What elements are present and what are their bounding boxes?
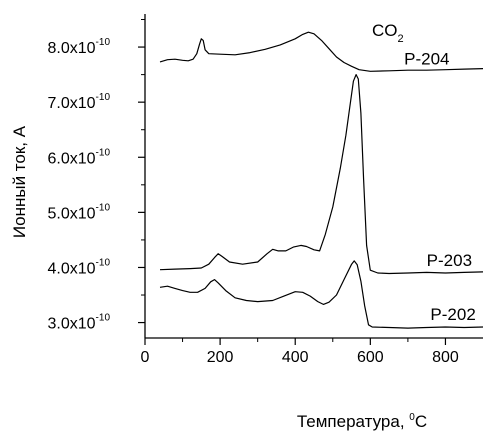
plot-lines: P-204 P-203 P-202 — [159, 31, 484, 329]
y-tick-label: 3.0x10-10 — [48, 313, 111, 333]
series-line-p-203 — [159, 74, 484, 275]
series-label-p-202: P-202 — [430, 305, 475, 324]
y-tick-label: 6.0x10-10 — [48, 147, 111, 167]
x-tick-label: 600 — [357, 349, 384, 366]
axes — [138, 14, 483, 345]
tick-labels: 0 200 400 600 800 3.0x10-10 4.0x10-10 5.0x10-10… — [48, 37, 459, 366]
series-line-p-202 — [159, 260, 484, 329]
x-axis-title: Температура, 0С — [297, 412, 427, 431]
y-tick-label: 8.0x10-10 — [48, 37, 111, 57]
y-tick-label: 5.0x10-10 — [48, 202, 111, 222]
x-tick-label: 400 — [282, 349, 309, 366]
series-label-p-204: P-204 — [404, 50, 449, 69]
y-tick-label: 7.0x10-10 — [48, 92, 111, 112]
series-line-p-204 — [159, 31, 484, 72]
y-tick-label: 4.0x10-10 — [48, 257, 111, 277]
x-tick-label: 0 — [141, 349, 150, 366]
y-axis-title: Ионный ток, А — [10, 125, 29, 238]
x-tick-label: 200 — [207, 349, 234, 366]
co2-annotation: CO2 — [372, 21, 404, 45]
series-label-p-203: P-203 — [427, 251, 472, 270]
x-tick-label: 800 — [432, 349, 459, 366]
